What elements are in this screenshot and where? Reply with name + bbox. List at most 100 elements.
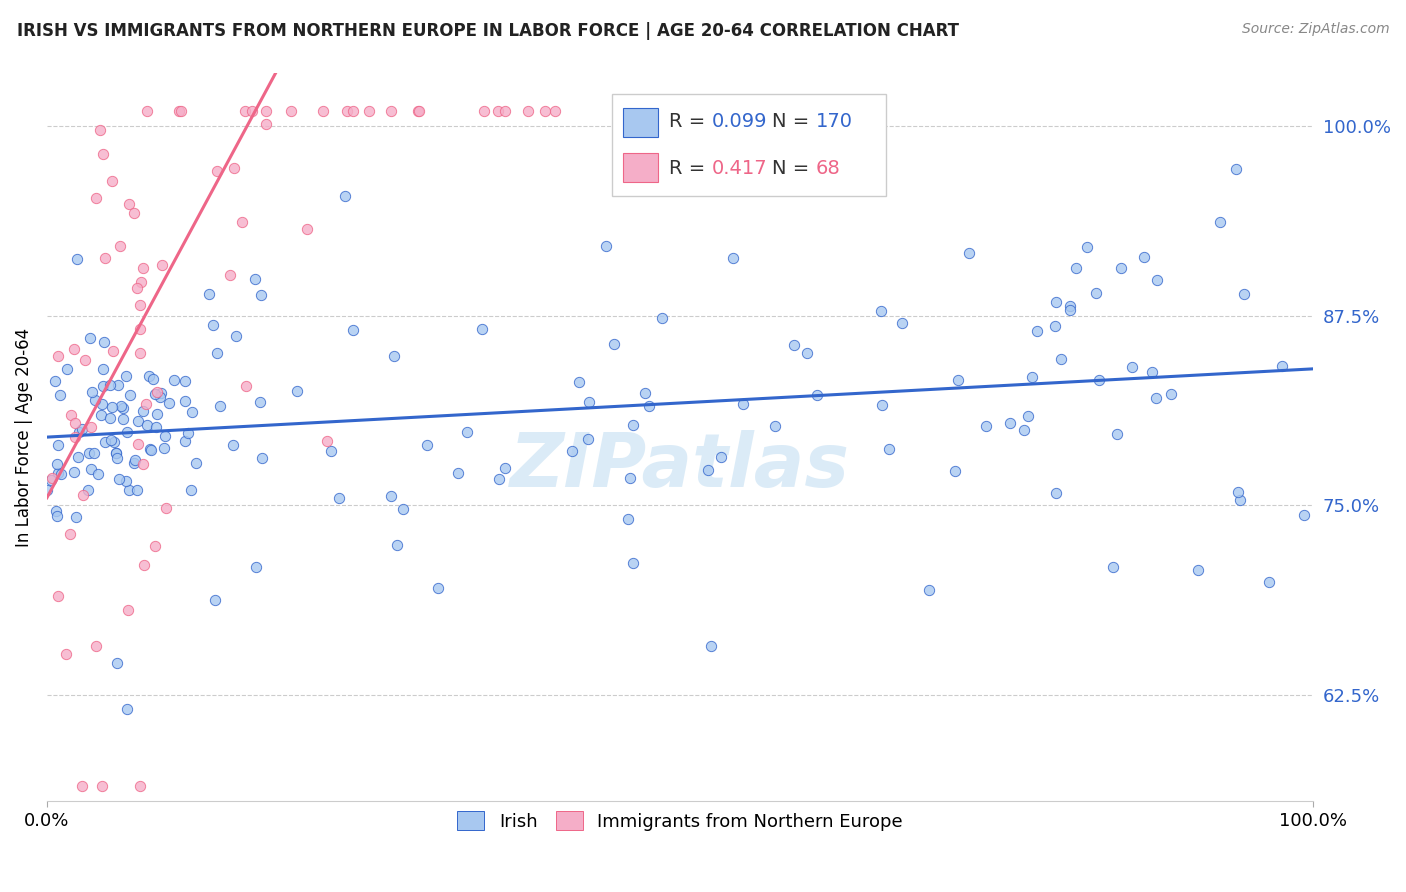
Point — [456, 425, 478, 440]
Point — [380, 103, 402, 118]
Point — [1271, 359, 1294, 373]
Point — [1233, 286, 1256, 301]
Point — [408, 103, 430, 118]
Point — [59, 527, 82, 541]
Point — [1187, 563, 1209, 577]
Point — [98, 410, 121, 425]
Point — [233, 103, 256, 118]
Point — [619, 471, 641, 485]
Point — [105, 450, 128, 465]
Point — [132, 261, 155, 276]
Point — [357, 103, 380, 118]
Point — [90, 779, 112, 793]
Point — [115, 425, 138, 439]
Text: ZIPatlas: ZIPatlas — [510, 430, 851, 503]
Point — [890, 317, 912, 331]
Text: 0.417: 0.417 — [711, 159, 768, 178]
Point — [250, 450, 273, 465]
Point — [149, 386, 172, 401]
Point — [333, 189, 356, 203]
Point — [385, 539, 408, 553]
Point — [807, 180, 830, 194]
Point — [83, 392, 105, 407]
Point — [93, 334, 115, 349]
Point — [204, 592, 226, 607]
Point — [118, 483, 141, 498]
Point — [1101, 560, 1123, 574]
Y-axis label: In Labor Force | Age 20-64: In Labor Force | Age 20-64 — [15, 327, 32, 547]
Point — [128, 346, 150, 360]
Point — [67, 425, 90, 440]
Point — [616, 512, 638, 526]
Point — [315, 434, 337, 449]
Point — [125, 281, 148, 295]
Point — [651, 311, 673, 326]
Point — [76, 483, 98, 498]
Point — [117, 702, 139, 716]
Point — [103, 434, 125, 449]
Point — [1121, 360, 1143, 375]
Point — [1017, 409, 1039, 423]
Point — [63, 430, 86, 444]
Point — [170, 103, 193, 118]
Point — [127, 437, 149, 451]
Point — [112, 411, 135, 425]
Point — [1292, 508, 1315, 522]
Point — [806, 388, 828, 402]
Point — [150, 258, 173, 272]
Point — [163, 373, 186, 387]
Point — [1026, 324, 1049, 338]
Text: IRISH VS IMMIGRANTS FROM NORTHERN EUROPE IN LABOR FORCE | AGE 20-64 CORRELATION : IRISH VS IMMIGRANTS FROM NORTHERN EUROPE… — [17, 22, 959, 40]
Point — [1140, 365, 1163, 379]
Point — [946, 373, 969, 387]
Point — [100, 401, 122, 415]
Point — [245, 559, 267, 574]
Text: 0.099: 0.099 — [711, 112, 768, 131]
Point — [128, 322, 150, 336]
Point — [39, 473, 62, 487]
Point — [763, 419, 786, 434]
Point — [710, 450, 733, 464]
Point — [80, 385, 103, 400]
Point — [184, 456, 207, 470]
Point — [46, 590, 69, 604]
Point — [94, 435, 117, 450]
Point — [46, 349, 69, 363]
Point — [89, 123, 111, 137]
Point — [117, 603, 139, 617]
Point — [295, 222, 318, 236]
Point — [1160, 386, 1182, 401]
Point — [56, 361, 79, 376]
Point — [342, 322, 364, 336]
Point — [63, 465, 86, 479]
Point — [1107, 427, 1129, 442]
Point — [63, 342, 86, 356]
Point — [254, 103, 277, 118]
Point — [138, 369, 160, 384]
Point — [392, 502, 415, 516]
Point — [1045, 318, 1067, 333]
Point — [143, 387, 166, 401]
Point — [231, 214, 253, 228]
Point — [877, 442, 900, 456]
Point — [918, 583, 941, 598]
Point — [91, 397, 114, 411]
Point — [127, 414, 149, 428]
Point — [103, 343, 125, 358]
Point — [49, 388, 72, 402]
Point — [254, 117, 277, 131]
Point — [79, 462, 101, 476]
Point — [124, 453, 146, 467]
Point — [245, 272, 267, 286]
Point — [83, 445, 105, 459]
Point — [796, 345, 818, 359]
Point — [1144, 392, 1167, 406]
Point — [174, 434, 197, 449]
Point — [416, 437, 439, 451]
Point — [494, 460, 516, 475]
Point — [1049, 352, 1071, 367]
Point — [634, 385, 657, 400]
Point — [44, 374, 66, 388]
Point — [46, 466, 69, 480]
Point — [576, 432, 599, 446]
